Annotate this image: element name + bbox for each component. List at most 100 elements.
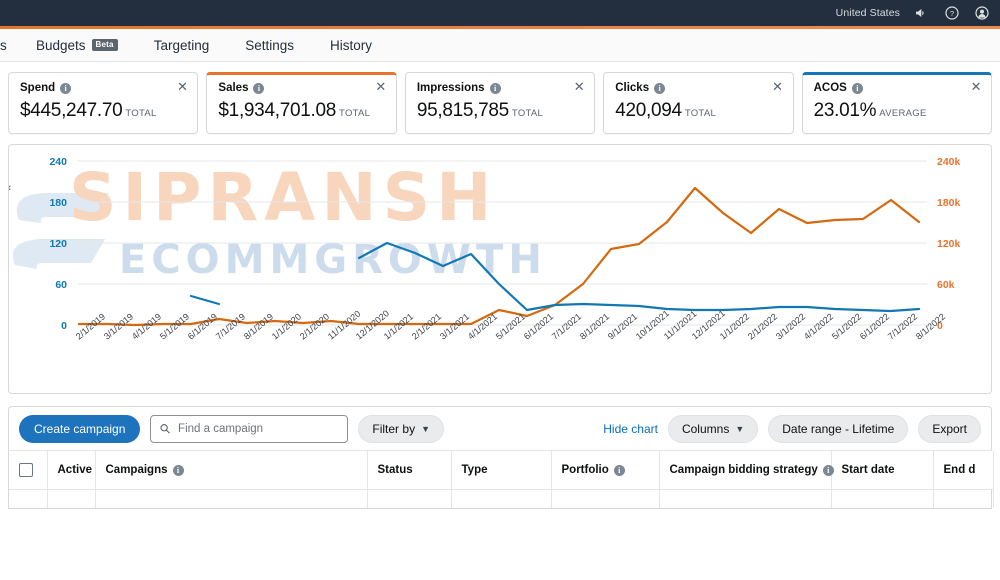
date-range-button[interactable]: Date range - Lifetime	[768, 414, 909, 443]
close-icon[interactable]: ✕	[176, 79, 188, 94]
table-cell	[367, 489, 452, 508]
table-header-row: Active Campaigns i Status	[9, 451, 994, 490]
svg-text:4/1/2019: 4/1/2019	[130, 311, 163, 341]
nav-item-label: Budgets	[36, 37, 86, 53]
metric-card-header: Spend i	[20, 82, 186, 94]
nav-item-label: History	[330, 37, 373, 53]
right-axis-ticks: 240k 180k 120k 60k 0	[937, 156, 961, 332]
hide-chart-link[interactable]: Hide chart	[603, 421, 658, 436]
campaign-toolbar: Create campaign Filter by ▼ Hide chart C…	[8, 406, 992, 450]
metric-card-spend[interactable]: Spend i ✕ $445,247.70 TOTAL	[8, 72, 199, 134]
column-portfolio[interactable]: Portfolio i	[551, 451, 660, 490]
info-icon[interactable]: i	[851, 82, 863, 94]
nav-item-history[interactable]: History	[312, 29, 390, 62]
table-cell	[831, 489, 934, 508]
metric-card-acos[interactable]: ACOS i ✕ 23.01% AVERAGE	[801, 72, 993, 134]
dual-axis-line-chart: 240 180 120 60 0 240k 180k 120k 60k 0	[49, 156, 961, 342]
column-label: Active	[57, 464, 93, 476]
metric-card-unit: TOTAL	[511, 108, 544, 119]
create-campaign-button[interactable]: Create campaign	[19, 414, 141, 443]
nav-item-label: s	[0, 37, 7, 53]
select-all-checkbox[interactable]	[19, 463, 33, 477]
column-end-date[interactable]: End d	[933, 451, 994, 490]
info-icon[interactable]: i	[172, 464, 184, 476]
column-label: Campaign bidding strategy	[669, 464, 818, 476]
svg-text:?: ?	[950, 9, 954, 18]
columns-label: Columns	[681, 421, 730, 436]
svg-text:240k: 240k	[937, 156, 961, 168]
table-cell	[95, 489, 368, 508]
search-icon	[160, 424, 171, 434]
metric-card-header: ACOS i	[814, 82, 980, 94]
metric-card-value: 95,815,785	[416, 100, 509, 121]
nav-item-targeting[interactable]: Targeting	[136, 29, 228, 62]
svg-text:60k: 60k	[937, 279, 955, 291]
left-axis-ticks: 240 180 120 60 0	[49, 156, 67, 332]
info-icon[interactable]: i	[489, 82, 501, 94]
table-header: Active Campaigns i Status	[9, 451, 994, 490]
svg-text:4/1/2022: 4/1/2022	[802, 311, 835, 341]
metric-card-unit: TOTAL	[684, 108, 717, 119]
nav-item-budgets[interactable]: Budgets Beta	[18, 29, 136, 62]
series-line-sales	[77, 186, 921, 327]
date-range-label: Date range - Lifetime	[782, 421, 895, 436]
filter-by-dropdown[interactable]: Filter by ▼	[358, 414, 444, 443]
column-label: Start date	[841, 464, 895, 476]
megaphone-icon[interactable]	[914, 5, 930, 21]
svg-text:2/1/2019: 2/1/2019	[74, 311, 107, 341]
svg-text:0: 0	[937, 320, 943, 332]
info-icon[interactable]: i	[654, 82, 666, 94]
account-icon[interactable]	[974, 5, 990, 21]
metric-card-unit: TOTAL	[339, 108, 371, 119]
column-campaign-bidding-strategy[interactable]: Campaign bidding strategy i	[659, 451, 834, 490]
primary-nav: s Budgets Beta Targeting Settings Histor…	[0, 29, 1000, 62]
svg-text:7/1/2021: 7/1/2021	[550, 311, 583, 341]
metric-card-clicks[interactable]: Clicks i ✕ 420,094 TOTAL	[603, 72, 794, 134]
beta-badge: Beta	[91, 39, 118, 51]
svg-text:60: 60	[55, 279, 67, 291]
column-active[interactable]: Active	[47, 451, 96, 490]
close-icon[interactable]: ✕	[970, 79, 982, 94]
help-icon[interactable]: ?	[944, 5, 960, 21]
metric-card-value: 23.01%	[813, 100, 877, 121]
column-label: Portfolio	[561, 464, 609, 476]
metric-card-value-row: 95,815,785 TOTAL	[417, 100, 583, 122]
metric-card-impressions[interactable]: Impressions i ✕ 95,815,785 TOTAL	[404, 72, 596, 134]
info-icon[interactable]: i	[60, 82, 72, 94]
nav-item-0[interactable]: s	[0, 29, 18, 62]
info-icon[interactable]: i	[613, 464, 625, 476]
search-input[interactable]	[178, 422, 340, 435]
table-body	[9, 489, 994, 508]
svg-text:120: 120	[49, 238, 67, 250]
metric-card-header: Impressions i	[417, 82, 583, 94]
column-label: End d	[943, 464, 976, 476]
column-type[interactable]: Type	[451, 451, 552, 490]
metric-card-value-row: 420,094 TOTAL	[615, 100, 781, 122]
close-icon[interactable]: ✕	[772, 79, 784, 94]
close-icon[interactable]: ✕	[573, 79, 585, 94]
svg-text:180k: 180k	[937, 197, 961, 209]
close-icon[interactable]: ✕	[375, 79, 387, 94]
metric-card-value-row: $445,247.70 TOTAL	[20, 100, 186, 122]
export-label: Export	[932, 421, 967, 436]
nav-item-label: Targeting	[153, 37, 210, 53]
metric-card-sales[interactable]: Sales i ✕ $1,934,701.08 TOTAL	[206, 72, 397, 134]
info-icon[interactable]: i	[253, 82, 265, 94]
svg-text:9/1/2021: 9/1/2021	[606, 311, 639, 341]
svg-text:2/1/2022: 2/1/2022	[746, 311, 779, 341]
table-row[interactable]	[9, 489, 994, 508]
column-status[interactable]: Status	[367, 451, 452, 490]
info-icon[interactable]: i	[822, 464, 834, 476]
columns-dropdown[interactable]: Columns ▼	[667, 414, 759, 443]
column-campaigns[interactable]: Campaigns i	[95, 451, 368, 490]
nav-item-settings[interactable]: Settings	[227, 29, 312, 62]
performance-chart-panel: « SIPRANSH ECOMMGROWTH 240 180 120 60	[8, 144, 992, 394]
column-start-date[interactable]: Start date	[831, 451, 934, 490]
chevron-down-icon: ▼	[735, 423, 745, 434]
table-cell	[47, 489, 96, 508]
column-header-content: Start date	[842, 464, 895, 476]
search-campaign-wrapper[interactable]	[150, 414, 349, 443]
svg-text:6/1/2019: 6/1/2019	[186, 311, 219, 341]
export-button[interactable]: Export	[918, 414, 981, 443]
chevron-left-double-icon[interactable]: «	[9, 175, 15, 201]
